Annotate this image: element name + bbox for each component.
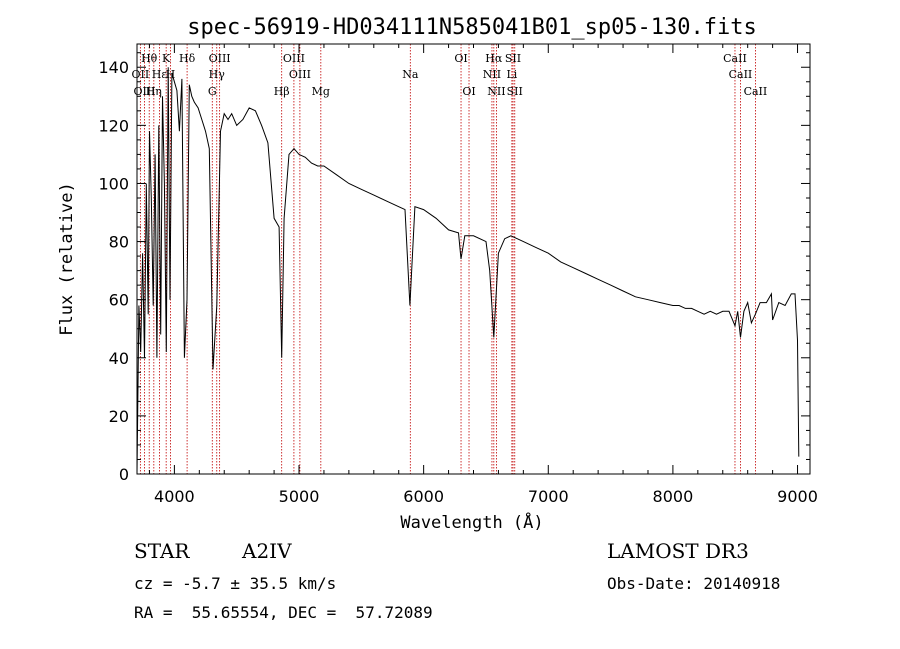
redshift-text: cz = -5.7 ± 35.5 km/s (134, 574, 337, 593)
line-label: OII (132, 68, 150, 81)
line-label: OIII (283, 52, 305, 65)
y-tick-label: 20 (109, 407, 129, 426)
obs-date: Obs-Date: 20140918 (607, 574, 781, 593)
line-label: OIII (133, 85, 155, 98)
line-label: Hθ (141, 52, 158, 65)
line-label: Hγ (209, 68, 226, 81)
line-label: OIII (209, 52, 231, 65)
line-label: OI (454, 52, 467, 65)
survey-name: LAMOST DR3 (607, 539, 749, 563)
y-axis-ticks: 0 20 40 60 80 100 120 140 (98, 52, 810, 484)
line-label: Hβ (274, 85, 290, 98)
y-tick-label: 100 (98, 174, 129, 193)
line-label: SII (505, 52, 521, 65)
line-label: CaII (729, 68, 753, 81)
x-axis-label: Wavelength (Å) (400, 511, 543, 533)
line-label: CaII (723, 52, 747, 65)
y-tick-label: 60 (109, 291, 129, 310)
line-label: Hδ (179, 52, 196, 65)
line-label: K (162, 52, 171, 65)
line-label: Hε (152, 68, 168, 81)
line-label: Hη (146, 85, 162, 98)
coordinates: RA = 55.65554, DEC = 57.72089 (134, 603, 433, 622)
plot-frame (136, 43, 811, 475)
y-axis-label: Flux (relative) (57, 182, 77, 336)
line-label: SII (507, 85, 523, 98)
line-label: G (208, 85, 217, 98)
line-label: NII (483, 68, 501, 81)
chart-title: spec-56919-HD034111N585041B01_sp05-130.f… (187, 15, 757, 40)
line-label: Mg (312, 85, 330, 98)
y-tick-label: 120 (98, 116, 129, 135)
x-tick-label: 4000 (154, 487, 195, 506)
x-tick-label: 7000 (528, 487, 569, 506)
line-label: CaII (744, 85, 768, 98)
x-tick-label: 9000 (777, 487, 818, 506)
x-axis-ticks: 4000 5000 6000 7000 8000 9000 (148, 44, 818, 506)
emission-line-markers (139, 44, 756, 474)
line-label: NII (487, 85, 505, 98)
object-subclass: A2IV (242, 539, 292, 563)
y-tick-label: 140 (98, 58, 129, 77)
x-tick-label: 6000 (403, 487, 444, 506)
line-label: Li (506, 68, 517, 81)
line-label: OI (462, 85, 475, 98)
y-tick-label: 80 (109, 233, 129, 252)
y-tick-label: 0 (119, 465, 129, 484)
line-label: Na (402, 68, 419, 81)
line-label: OIII (289, 68, 311, 81)
spectrum-line (136, 67, 800, 475)
line-label: Hα (485, 52, 503, 65)
y-tick-label: 40 (109, 349, 129, 368)
x-tick-label: 5000 (279, 487, 320, 506)
x-tick-label: 8000 (653, 487, 694, 506)
object-class: STAR (134, 539, 190, 563)
line-label: H (166, 68, 176, 81)
